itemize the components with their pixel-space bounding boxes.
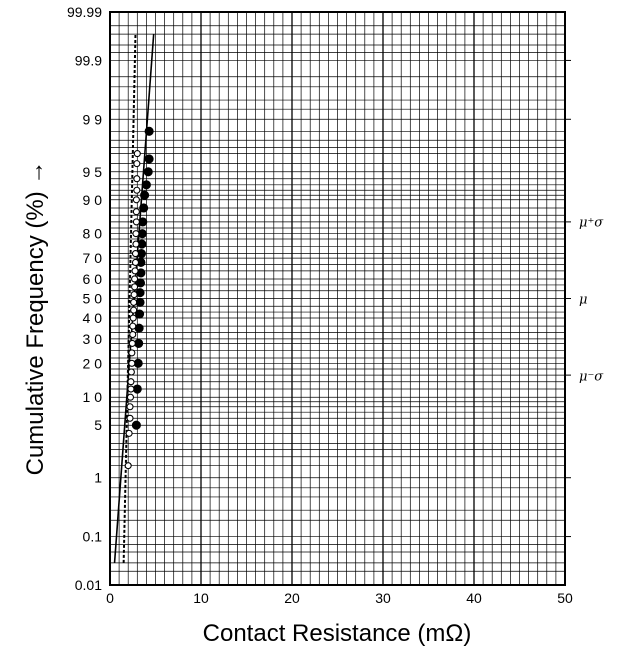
data-point-series-2	[126, 393, 135, 401]
data-point-series-2	[131, 250, 140, 258]
data-point-series-1	[132, 384, 142, 394]
data-point-series-1	[139, 203, 149, 213]
data-point-series-1	[137, 229, 147, 239]
y-tick-label: 1 0	[83, 389, 103, 405]
data-point-series-1	[143, 167, 153, 177]
data-point-series-2	[132, 240, 140, 248]
data-point-series-1	[133, 358, 143, 368]
x-tick-labels: 0 10 20 30 40 50	[106, 590, 573, 606]
y-tick-label: 2 0	[83, 355, 103, 371]
data-point-series-2	[131, 258, 140, 267]
data-point-series-2	[133, 150, 141, 158]
data-point-series-2	[130, 306, 138, 314]
y-tick-label: 5	[94, 417, 102, 433]
data-point-series-2	[131, 275, 139, 283]
data-point-series-2	[130, 298, 138, 306]
data-point-series-2	[129, 322, 137, 330]
data-point-series-2	[133, 175, 141, 183]
y-tick-label: 5 0	[83, 291, 103, 307]
data-point-series-2	[132, 230, 140, 238]
right-annotation: μ⁺σ	[579, 215, 604, 230]
data-point-series-1	[135, 309, 145, 319]
y-tick-label: 7 0	[83, 250, 103, 266]
data-point-series-2	[125, 429, 133, 437]
data-point-series-2	[129, 314, 137, 322]
data-point-series-2	[130, 291, 138, 299]
data-point-series-1	[140, 190, 150, 200]
y-tick-label: 9 9	[83, 111, 103, 127]
data-point-series-2	[133, 160, 141, 168]
x-axis-title: Contact Resistance (mΩ)	[202, 620, 472, 647]
data-point-series-1	[138, 217, 148, 227]
x-tick-label: 10	[193, 590, 209, 606]
fit-line-2	[122, 34, 137, 563]
data-point-series-2	[127, 385, 135, 393]
data-point-series-2	[131, 267, 139, 275]
data-point-series-2	[127, 368, 135, 376]
fit-line-1	[113, 34, 155, 563]
data-point-series-2	[127, 378, 135, 386]
data-series	[113, 34, 155, 563]
y-tick-label: 0.01	[75, 577, 102, 593]
data-point-series-2	[132, 218, 140, 226]
data-point-series-2	[132, 208, 140, 216]
data-point-series-1	[144, 126, 154, 136]
data-point-series-1	[134, 323, 144, 333]
y-tick-label: 9 0	[83, 192, 103, 208]
x-tick-label: 40	[466, 590, 482, 606]
data-point-series-1	[141, 180, 151, 190]
y-tick-label: 1	[94, 470, 102, 486]
y-tick-label: 9 5	[83, 164, 103, 180]
data-point-series-1	[131, 420, 141, 430]
data-point-series-2	[133, 186, 141, 194]
x-tick-label: 30	[375, 590, 391, 606]
x-tick-label: 0	[106, 590, 114, 606]
data-point-series-2	[128, 359, 136, 367]
data-point-series-1	[135, 297, 145, 307]
chart-grid	[109, 11, 566, 586]
right-annotations: μ⁺σ μ μ⁻σ	[565, 59, 604, 538]
y-tick-label: 6 0	[83, 271, 103, 287]
y-tick-labels: 99.99 99.9 9 9 9 5 9 0 8 0 7 0 6 0 5 0 4 0 3 0 2 0 1…	[67, 4, 102, 593]
data-point-series-2	[126, 403, 134, 411]
data-point-series-2	[128, 349, 136, 357]
data-point-series-2	[129, 330, 137, 339]
y-tick-label: 99.9	[75, 52, 102, 68]
y-tick-label: 0.1	[83, 529, 103, 545]
x-tick-label: 50	[557, 590, 573, 606]
y-tick-label: 8 0	[83, 226, 103, 242]
data-point-series-1	[135, 278, 146, 288]
data-point-series-2	[128, 339, 136, 347]
data-point-series-2	[126, 414, 134, 422]
data-point-series-2	[132, 196, 140, 204]
y-tick-label: 4 0	[83, 310, 103, 326]
data-point-series-2	[124, 462, 132, 470]
x-tick-label: 20	[284, 590, 300, 606]
data-point-series-1	[144, 154, 154, 164]
y-axis-title: Cumulative Frequency (%) →	[22, 160, 49, 476]
right-annotation: μ⁻σ	[579, 370, 604, 385]
right-annotation: μ	[579, 293, 587, 308]
data-point-series-1	[134, 338, 144, 348]
y-tick-label: 3 0	[83, 331, 103, 347]
data-point-series-2	[131, 283, 139, 291]
y-tick-label: 99.99	[67, 4, 102, 20]
